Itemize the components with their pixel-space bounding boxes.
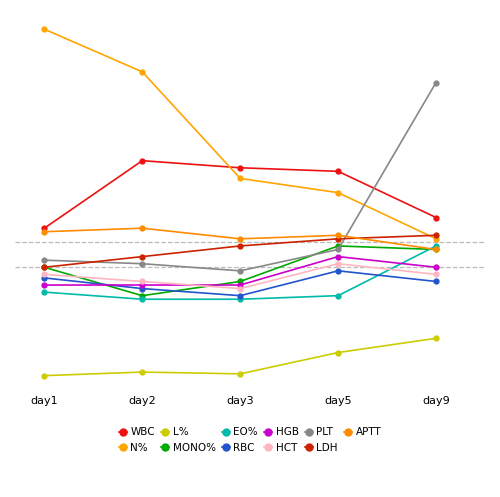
Legend: WBC, N%, L%, MONO%, EO%, RBC, HGB, HCT, PLT, LDH, APTT: WBC, N%, L%, MONO%, EO%, RBC, HGB, HCT, … [114,423,386,457]
